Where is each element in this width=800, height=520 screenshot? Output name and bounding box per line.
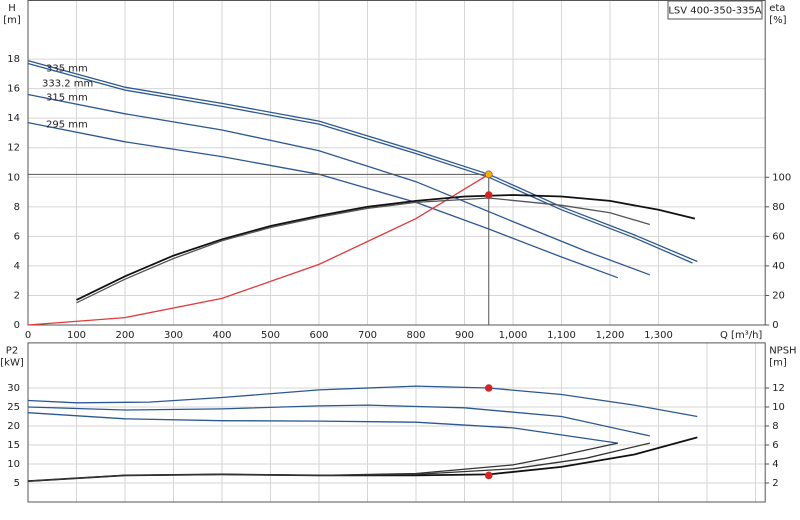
curve: [27, 442, 618, 482]
y-axis-unit: [m]: [3, 15, 21, 26]
curve-label: 315 mm: [46, 93, 88, 104]
curve: [27, 62, 693, 264]
y2-axis-unit: [%]: [769, 15, 786, 26]
y2-tick-label: 80: [772, 202, 785, 213]
y-tick-label: 25: [7, 402, 20, 413]
x-tick-label: 300: [164, 330, 183, 341]
curve: [27, 385, 698, 418]
y2-tick-label: 40: [772, 261, 785, 272]
title-box: [667, 0, 763, 20]
y-tick-label: 15: [7, 440, 20, 451]
curve: [27, 404, 650, 437]
operating-point: [484, 191, 493, 199]
x-axis-label: Q [m³/h]: [720, 330, 762, 341]
y-axis-label: P2: [6, 345, 18, 356]
y-tick-label: 10: [7, 172, 20, 183]
y-tick-label: 16: [7, 84, 20, 95]
y-tick-label: 8: [14, 202, 20, 213]
operating-point: [484, 170, 493, 179]
y-tick-label: 6: [14, 231, 20, 242]
y2-axis-label: NPSH: [769, 345, 796, 356]
x-tick-label: 1,100: [547, 330, 576, 341]
curve-label: 295 mm: [46, 120, 88, 131]
operating-point: [484, 384, 493, 392]
y2-axis-unit: [m]: [769, 357, 787, 368]
curve: [27, 173, 490, 326]
curve: [76, 194, 696, 301]
y-axis-unit: [kW]: [0, 357, 24, 368]
x-tick-label: 1,200: [596, 330, 625, 341]
y2-tick-label: 10: [772, 402, 785, 413]
x-tick-label: 500: [261, 330, 280, 341]
x-tick-label: 0: [25, 330, 31, 341]
plot-frame: [27, 342, 766, 503]
curve: [27, 93, 651, 276]
x-tick-label: 600: [309, 330, 328, 341]
plot-1: 5 10 15 20 25 30 2 4 6 8 10 12 P2[kW] NPSH[m]: [0, 342, 797, 503]
y2-tick-label: 100: [772, 172, 791, 183]
y-axis-label: H: [8, 3, 16, 14]
y2-tick-label: 4: [772, 459, 778, 470]
x-tick-label: 200: [115, 330, 134, 341]
x-tick-label: 700: [358, 330, 377, 341]
y2-tick-label: 0: [772, 320, 778, 331]
curve-label: 333.2 mm: [42, 79, 93, 90]
y-tick-label: 4: [14, 261, 20, 272]
y-tick-label: 20: [7, 421, 20, 432]
curve: [27, 412, 618, 444]
plot-frame: [27, 0, 766, 326]
y-tick-label: 0: [14, 320, 20, 331]
y2-axis-label: eta: [769, 3, 785, 14]
y-tick-label: 2: [14, 290, 20, 301]
x-tick-label: 1,300: [644, 330, 673, 341]
curve: [76, 197, 650, 304]
x-tick-label: 100: [67, 330, 86, 341]
y-tick-label: 10: [7, 459, 20, 470]
operating-point: [484, 471, 493, 480]
y-tick-label: 12: [7, 143, 20, 154]
x-tick-label: 800: [406, 330, 425, 341]
y2-tick-label: 2: [772, 478, 778, 489]
y-tick-label: 30: [7, 383, 20, 394]
chart-title: LSV 400-350-335A: [668, 6, 761, 17]
curve: [27, 59, 698, 263]
x-tick-label: 1,000: [499, 330, 528, 341]
y2-tick-label: 8: [772, 421, 778, 432]
curve-label: 335 mm: [46, 64, 88, 75]
y2-tick-label: 12: [772, 383, 785, 394]
y2-tick-label: 60: [772, 231, 785, 242]
x-tick-label: 900: [455, 330, 474, 341]
plot-0: 0 100 200 300 400 500 600 700 800 900 1,000 1,100 1,…: [3, 0, 791, 341]
y-tick-label: 14: [7, 113, 20, 124]
y2-tick-label: 6: [772, 440, 778, 451]
y-tick-label: 5: [14, 478, 20, 489]
y2-tick-label: 20: [772, 290, 785, 301]
x-tick-label: 400: [212, 330, 231, 341]
curve: [27, 121, 619, 279]
y-tick-label: 18: [7, 54, 20, 65]
